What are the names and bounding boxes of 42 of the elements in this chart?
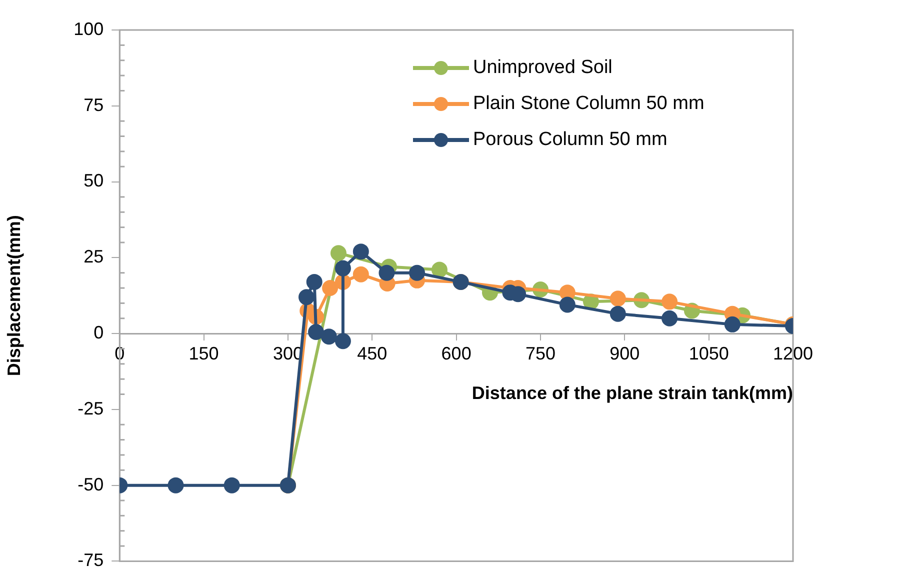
point bbox=[610, 306, 626, 322]
x-axis-title: Distance of the plane strain tank(mm) bbox=[472, 382, 793, 403]
legend-label: Unimproved Soil bbox=[473, 57, 612, 79]
y-tick-label: 0 bbox=[94, 322, 104, 343]
point bbox=[662, 310, 678, 326]
x-tick-label: 1200 bbox=[772, 343, 814, 364]
point bbox=[334, 333, 351, 350]
point bbox=[352, 266, 369, 282]
point bbox=[409, 264, 426, 281]
point bbox=[724, 316, 740, 332]
point bbox=[322, 280, 338, 296]
x-tick-label: 600 bbox=[441, 343, 472, 364]
point bbox=[559, 296, 576, 313]
point bbox=[378, 264, 395, 281]
y-tick-label: 75 bbox=[84, 94, 104, 115]
point bbox=[330, 245, 346, 262]
x-tick-label: 450 bbox=[357, 343, 388, 364]
x-tick-label: 900 bbox=[610, 343, 640, 364]
y-axis-title: Displacement(mm) bbox=[4, 215, 24, 376]
point bbox=[610, 290, 626, 307]
point bbox=[298, 289, 314, 306]
y-tick-label: -50 bbox=[78, 474, 104, 494]
legend-label: Plain Stone Column 50 mm bbox=[473, 93, 704, 115]
y-tick-label: 25 bbox=[84, 246, 104, 267]
x-tick-label: 750 bbox=[525, 343, 556, 364]
y-tick-label: 100 bbox=[74, 18, 104, 39]
x-tick-label: 150 bbox=[188, 343, 219, 364]
point bbox=[224, 477, 240, 494]
point bbox=[308, 324, 324, 340]
point bbox=[559, 284, 576, 301]
y-tick-label: -25 bbox=[78, 398, 104, 418]
point bbox=[306, 274, 322, 290]
point bbox=[334, 260, 351, 276]
x-tick-label: 1050 bbox=[688, 343, 729, 364]
y-tick-label: 50 bbox=[84, 170, 104, 191]
point bbox=[352, 244, 369, 260]
point bbox=[431, 262, 448, 278]
point bbox=[168, 477, 184, 494]
point bbox=[320, 328, 337, 345]
y-tick-label: -75 bbox=[78, 550, 104, 570]
point bbox=[662, 294, 678, 310]
legend-label: Porous Column 50 mm bbox=[473, 129, 668, 151]
